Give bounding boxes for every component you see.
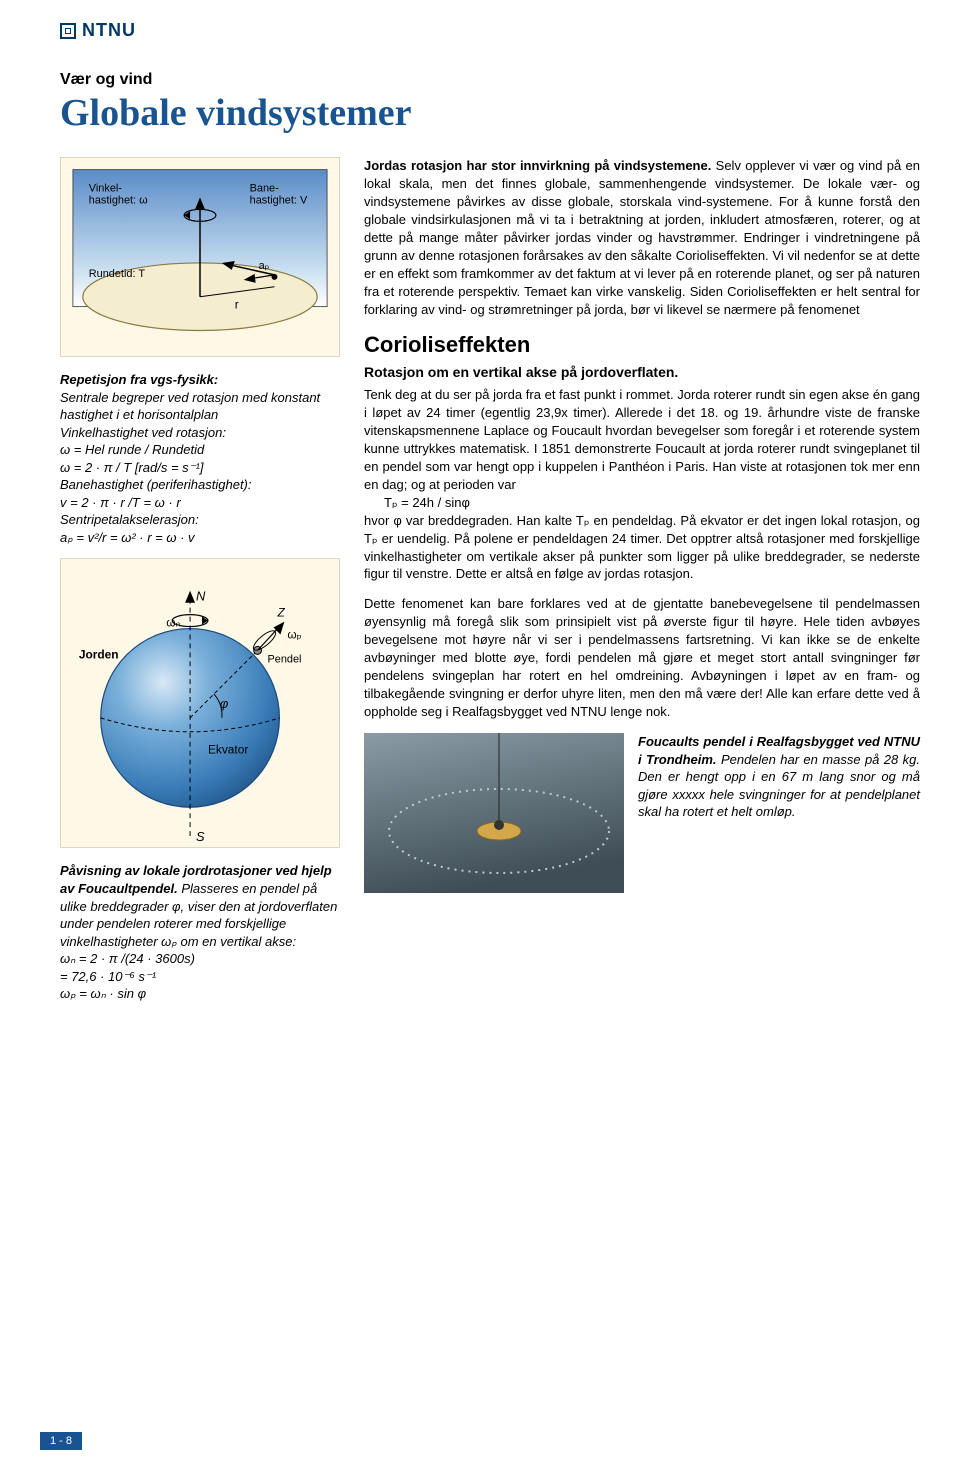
formula-tp: Tₚ = 24h / sinφ bbox=[364, 494, 920, 512]
foucault-photo bbox=[364, 733, 624, 893]
photo-caption: Foucaults pendel i Realfagsbygget ved NT… bbox=[638, 733, 920, 893]
fig2-n-label: N bbox=[196, 589, 206, 604]
fig2-wp-label: ωₚ bbox=[287, 628, 301, 642]
intro-text: Selv opplever vi vær og vind på en lokal… bbox=[364, 158, 920, 317]
coriolis-p1: Tenk deg at du ser på jorda fra et fast … bbox=[364, 386, 920, 583]
repetisjon-line-7: aₚ = v²/r = ω² · r = ω · v bbox=[60, 530, 195, 545]
page-number: 1 - 8 bbox=[40, 1432, 82, 1450]
repetisjon-heading: Repetisjon fra vgs-fysikk: bbox=[60, 372, 218, 387]
page-title: Globale vindsystemer bbox=[60, 91, 920, 135]
fig2-phi-label: φ bbox=[220, 696, 228, 711]
fig2-s-label: S bbox=[196, 829, 205, 844]
repetisjon-line-3: ω = 2 · π / T [rad/s = s⁻¹] bbox=[60, 460, 203, 475]
rotation-subheading: Rotasjon om en vertikal akse på jordover… bbox=[364, 363, 920, 382]
fig1-r-label: r bbox=[235, 298, 239, 312]
right-column: Jordas rotasjon har stor innvirkning på … bbox=[364, 157, 920, 1015]
fig2-wn-label: ωₙ bbox=[166, 616, 180, 630]
pavisning-formula-2: ωₚ = ωₙ · sin φ bbox=[60, 986, 146, 1001]
kicker: Vær og vind bbox=[60, 71, 920, 89]
repetisjon-line-1: Vinkelhastighet ved rotasjon: bbox=[60, 425, 226, 440]
fig2-z-label: Z bbox=[276, 606, 285, 620]
coriolis-p3: hvor φ var breddegraden. Han kalte Tₚ en… bbox=[364, 513, 920, 582]
repetisjon-line-5: v = 2 · π · r /T = ω · r bbox=[60, 495, 181, 510]
fig1-rundetid-label: Rundetid: T bbox=[89, 268, 146, 280]
figure-earth-pendulum: Jorden N S ωₙ Z bbox=[60, 558, 340, 848]
ntnu-logo: NTNU bbox=[60, 20, 920, 41]
repetisjon-line-2: ω = Hel runde / Rundetid bbox=[60, 442, 204, 457]
repetisjon-line-4: Banehastighet (periferihastighet): bbox=[60, 477, 252, 492]
left-column: r aₚ Vinkel-hastighet: ω Bane-hastighet:… bbox=[60, 157, 340, 1015]
intro-bold: Jordas rotasjon har stor innvirkning på … bbox=[364, 158, 711, 173]
repetisjon-line-0: Sentrale begreper ved rotasjon med konst… bbox=[60, 390, 320, 423]
intro-paragraph: Jordas rotasjon har stor innvirkning på … bbox=[364, 157, 920, 318]
pavisning-block: Påvisning av lokale jordrotasjoner ved h… bbox=[60, 862, 340, 1002]
figure-rotation: r aₚ Vinkel-hastighet: ω Bane-hastighet:… bbox=[60, 157, 340, 357]
ntnu-logo-icon bbox=[60, 23, 76, 39]
fig1-ap-label: aₚ bbox=[259, 260, 270, 272]
repetisjon-line-6: Sentripetalakselerasjon: bbox=[60, 512, 199, 527]
fig2-pendel-label: Pendel bbox=[268, 654, 302, 666]
photo-row: Foucaults pendel i Realfagsbygget ved NT… bbox=[364, 733, 920, 893]
coriolis-heading: Corioliseffekten bbox=[364, 330, 920, 360]
fig2-jorden-label: Jorden bbox=[79, 648, 119, 662]
ntnu-logo-text: NTNU bbox=[82, 20, 136, 41]
pavisning-formula-1: = 72,6 · 10⁻⁶ s⁻¹ bbox=[60, 969, 156, 984]
repetisjon-block: Repetisjon fra vgs-fysikk: Sentrale begr… bbox=[60, 371, 340, 546]
fig2-ekvator-label: Ekvator bbox=[208, 743, 248, 757]
coriolis-p4: Dette fenomenet kan bare forklares ved a… bbox=[364, 595, 920, 721]
pavisning-formula-0: ωₙ = 2 · π /(24 · 3600s) bbox=[60, 951, 195, 966]
